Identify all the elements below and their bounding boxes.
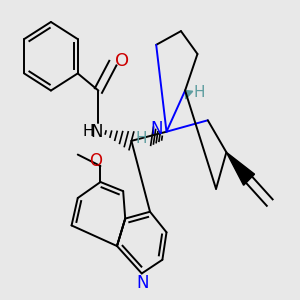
Polygon shape bbox=[226, 152, 255, 185]
Text: N: N bbox=[150, 120, 162, 138]
Text: H: H bbox=[82, 124, 94, 139]
Text: O: O bbox=[89, 152, 102, 170]
Polygon shape bbox=[185, 91, 193, 99]
Text: O: O bbox=[115, 52, 129, 70]
Text: N: N bbox=[136, 274, 149, 292]
Text: H: H bbox=[136, 131, 148, 146]
Text: N: N bbox=[90, 123, 103, 141]
Text: H: H bbox=[194, 85, 205, 100]
